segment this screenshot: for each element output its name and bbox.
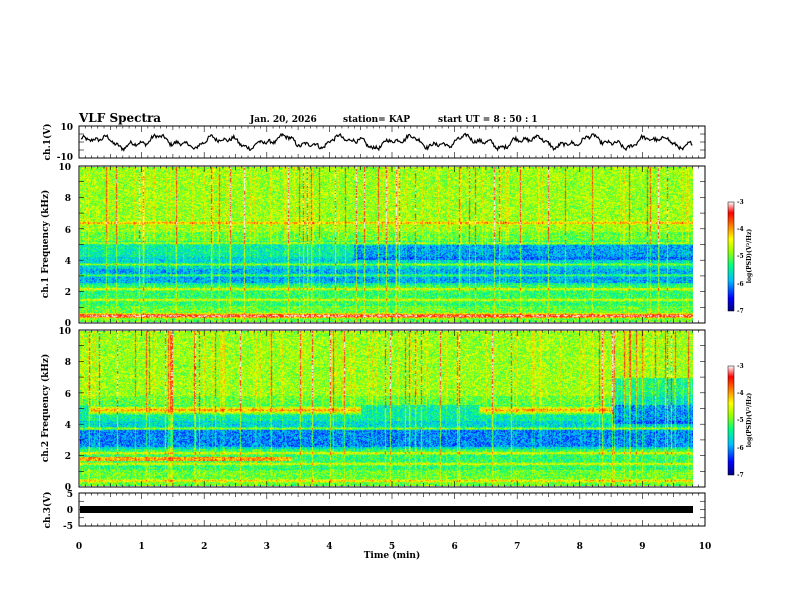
ch1-colorbar-tick-minus7: -7	[737, 308, 744, 315]
ch3-waveform-ylabel: ch.3(V)	[42, 492, 53, 529]
ch1-waveform-line	[80, 132, 693, 152]
ch3-waveform-line	[80, 506, 693, 513]
ch3-ytick-5: 5	[67, 490, 73, 500]
station-label: station= KAP	[343, 115, 410, 125]
ch1-ytick-minus10: -10	[57, 153, 73, 163]
ch1-ytick-10: 10	[60, 123, 73, 133]
start-ut-label: start UT = 8 : 50 : 1	[438, 115, 538, 125]
ch2-colorbar-tick-minus7: -7	[737, 472, 744, 479]
ch1-ytick-10-khz: 10	[58, 163, 71, 173]
ch1-spectrogram-image	[80, 167, 693, 322]
ch1-waveform-panel: 10 -10 ch.1(V)	[42, 123, 706, 163]
ch1-colorbar	[727, 201, 735, 312]
ch1-ytick-8: 8	[65, 194, 71, 204]
xtick-6: 6	[451, 542, 457, 552]
ch2-spectrogram-ticks	[78, 329, 706, 488]
figure-title: VLF Spectra	[78, 111, 161, 125]
ch2-ytick-8: 8	[65, 358, 71, 368]
ch2-ytick-0: 0	[65, 483, 71, 493]
ch1-spectrogram-panel: 0 2 4 6 8 10 ch.1 Frequency (kHz) -3 -4 …	[40, 163, 753, 329]
ch2-colorbar	[727, 365, 735, 476]
ch1-colorbar-label: log(PSD)(V²/Hz)	[746, 229, 753, 284]
ch2-colorbar-tick-minus6: -6	[737, 445, 744, 452]
ch2-spectrogram-panel: 0 2 4 6 8 10 ch.2 Frequency (kHz) -3 -4 …	[40, 327, 753, 493]
ch3-ytick-0: 0	[67, 506, 73, 516]
xtick-10: 10	[699, 542, 712, 552]
ch2-ytick-6: 6	[65, 390, 71, 400]
xtick-9: 9	[639, 542, 645, 552]
ch1-colorbar-tick-minus3: -3	[737, 199, 744, 206]
ch1-ytick-2: 2	[65, 288, 71, 298]
ch2-colorbar-tick-minus5: -5	[737, 417, 744, 424]
ch3-waveform-ticks	[78, 492, 706, 527]
xtick-8: 8	[577, 542, 583, 552]
ch2-colorbar-tick-minus3: -3	[737, 363, 744, 370]
ch1-colorbar-tick-minus5: -5	[737, 253, 744, 260]
xtick-1: 1	[138, 542, 144, 552]
ch1-ytick-6: 6	[65, 226, 71, 236]
ch1-spectrogram-ylabel: ch.1 Frequency (kHz)	[40, 190, 51, 299]
ch2-colorbar-tick-minus4: -4	[737, 390, 744, 397]
ch3-waveform-panel: 5 0 -5 ch.3(V)	[42, 490, 706, 532]
date-label: Jan. 20, 2026	[249, 115, 317, 125]
xtick-3: 3	[264, 542, 270, 552]
xtick-2: 2	[201, 542, 207, 552]
xtick-4: 4	[326, 542, 332, 552]
ch1-ytick-0: 0	[65, 319, 71, 329]
x-axis: 0 1 2 3 4 5 6 7 8 9 10 Time (min)	[76, 542, 711, 561]
ch2-ytick-2: 2	[65, 452, 71, 462]
ch3-ytick-minus5: -5	[63, 522, 73, 532]
x-axis-label: Time (min)	[364, 550, 421, 561]
ch2-colorbar-label: log(PSD)(V²/Hz)	[746, 393, 753, 448]
ch1-colorbar-tick-minus4: -4	[737, 226, 744, 233]
ch2-ytick-10-khz: 10	[58, 327, 71, 337]
ch1-waveform-ticks	[78, 125, 706, 159]
ch2-spectrogram-ylabel: ch.2 Frequency (kHz)	[40, 354, 51, 463]
ch2-spectrogram-image	[80, 331, 693, 486]
ch1-waveform-ylabel: ch.1(V)	[42, 124, 53, 161]
ch1-ytick-4: 4	[65, 257, 71, 267]
ch2-ytick-4: 4	[65, 421, 71, 431]
xtick-0: 0	[76, 542, 82, 552]
ch1-colorbar-tick-minus6: -6	[737, 281, 744, 288]
ch1-spectrogram-ticks	[78, 165, 706, 324]
xtick-5: 5	[389, 542, 395, 552]
xtick-7: 7	[514, 542, 520, 552]
